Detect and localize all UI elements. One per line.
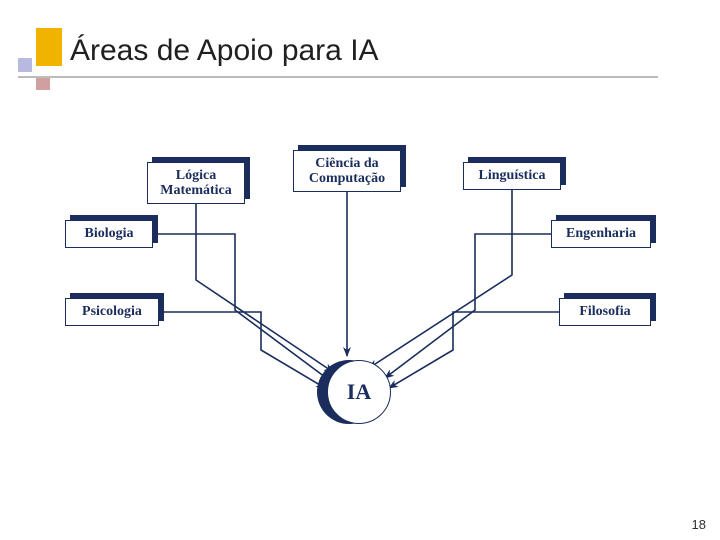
edge-filosofia [389,312,559,388]
node-front: Engenharia [551,220,651,248]
node-psicologia: Psicologia [65,298,159,326]
node-biologia: Biologia [65,220,153,248]
node-front: Psicologia [65,298,159,326]
node-front: Filosofia [559,298,651,326]
center-node-front: IA [327,360,391,424]
edge-linguistica [369,190,512,368]
title-underline [18,76,658,78]
edge-logica [196,204,333,372]
node-front: Lógica Matemática [147,162,245,204]
node-label: Biologia [84,226,133,241]
page-number: 18 [692,517,706,532]
node-front: Linguística [463,162,561,190]
node-label: Filosofia [579,304,630,319]
node-label: Psicologia [82,304,142,319]
node-label: Linguística [479,168,546,183]
node-logica: Lógica Matemática [147,162,245,204]
node-engenharia: Engenharia [551,220,651,248]
node-label: Engenharia [566,226,636,241]
node-linguistica: Linguística [463,162,561,190]
edge-engenharia [385,234,551,378]
node-ciencia: Ciência da Computação [293,150,401,192]
node-label: Ciência da Computação [309,156,385,187]
edge-biologia [153,234,329,380]
decor-lilac-square [18,58,32,72]
decor-yellow-block [36,28,62,66]
node-label: Lógica Matemática [160,168,232,199]
support-areas-diagram: Lógica Matemática Ciência da Computação Li… [65,150,655,470]
node-front: Ciência da Computação [293,150,401,192]
slide-title: Áreas de Apoio para IA [70,34,379,68]
center-node-label: IA [347,379,371,405]
decor-rose-square [36,76,50,90]
node-front: Biologia [65,220,153,248]
node-filosofia: Filosofia [559,298,651,326]
